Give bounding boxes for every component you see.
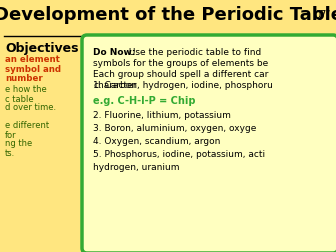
Text: symbol and: symbol and — [5, 65, 61, 74]
Text: Development of the Periodic Table: Development of the Periodic Table — [0, 6, 336, 24]
Text: number: number — [5, 74, 43, 83]
Text: e how the: e how the — [5, 85, 47, 94]
Text: Objectives: Objectives — [5, 42, 79, 55]
Text: Use the periodic table to find: Use the periodic table to find — [126, 48, 261, 57]
Text: an element: an element — [5, 55, 60, 64]
Text: Do Now:: Do Now: — [93, 48, 135, 57]
Text: symbols for the groups of elements be: symbols for the groups of elements be — [93, 59, 268, 68]
Text: ts.: ts. — [5, 148, 15, 158]
Text: c table: c table — [5, 94, 34, 104]
Text: character: character — [93, 81, 136, 90]
Text: e different: e different — [5, 121, 49, 131]
Text: e.g. C-H-I-P = Chip: e.g. C-H-I-P = Chip — [93, 96, 196, 106]
Text: 4. Oxygen, scandium, argon: 4. Oxygen, scandium, argon — [93, 137, 220, 146]
Text: d over time.: d over time. — [5, 104, 56, 112]
Text: 07/: 07/ — [314, 10, 330, 20]
Text: 5. Phosphorus, iodine, potassium, acti: 5. Phosphorus, iodine, potassium, acti — [93, 150, 265, 159]
Text: for: for — [5, 131, 16, 140]
Text: ng the: ng the — [5, 140, 32, 148]
Text: Each group should spell a different car: Each group should spell a different car — [93, 70, 268, 79]
FancyBboxPatch shape — [82, 35, 336, 252]
Text: 2. Fluorine, lithium, potassium: 2. Fluorine, lithium, potassium — [93, 111, 231, 120]
Text: 3. Boron, aluminium, oxygen, oxyge: 3. Boron, aluminium, oxygen, oxyge — [93, 124, 256, 133]
Text: hydrogen, uranium: hydrogen, uranium — [93, 163, 179, 172]
Text: 1. Carbon, hydrogen, iodine, phosphoru: 1. Carbon, hydrogen, iodine, phosphoru — [93, 81, 273, 90]
